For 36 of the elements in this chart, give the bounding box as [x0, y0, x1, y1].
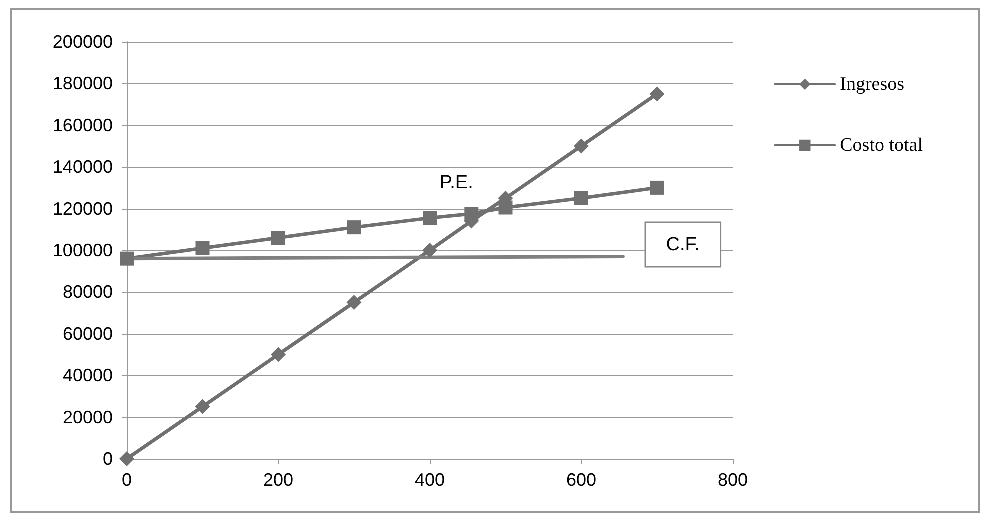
- point: [574, 191, 588, 206]
- x-tick-label: 0: [122, 470, 132, 490]
- point: [120, 452, 134, 466]
- point: [498, 200, 513, 215]
- point: [347, 220, 362, 235]
- y-tick-label: 200000: [52, 32, 113, 52]
- y-tick-label: 160000: [52, 115, 113, 136]
- legend-label: Costo total: [840, 135, 924, 156]
- annotation: C.F.: [666, 234, 700, 256]
- point: [272, 230, 286, 245]
- x-tick-label: 400: [414, 470, 446, 490]
- legend-label: Ingresos: [840, 74, 905, 95]
- point: [423, 211, 437, 226]
- point: [346, 295, 362, 310]
- annotation: P.E.: [440, 172, 474, 194]
- point: [650, 180, 664, 195]
- y-tick-label: 180000: [52, 74, 113, 94]
- y-tick-label: 120000: [52, 198, 113, 219]
- y-tick-label: 140000: [52, 157, 113, 178]
- y-tick-label: 20000: [62, 407, 113, 428]
- y-tick-label: 0: [102, 449, 113, 469]
- point: [574, 138, 589, 154]
- y-tick-label: 40000: [62, 366, 113, 386]
- x-tick-label: 600: [566, 470, 597, 490]
- y-tick-label: 60000: [62, 324, 113, 344]
- y-tick-label: 100000: [52, 240, 113, 260]
- point: [464, 207, 479, 222]
- point: [196, 241, 210, 256]
- point: [271, 347, 286, 362]
- x-tick-label: 200: [263, 470, 294, 490]
- point: [195, 399, 210, 414]
- y-tick-label: 80000: [62, 282, 113, 302]
- point: [650, 86, 665, 102]
- x-tick-label: 800: [718, 470, 748, 490]
- point: [120, 252, 134, 266]
- point: [422, 243, 438, 258]
